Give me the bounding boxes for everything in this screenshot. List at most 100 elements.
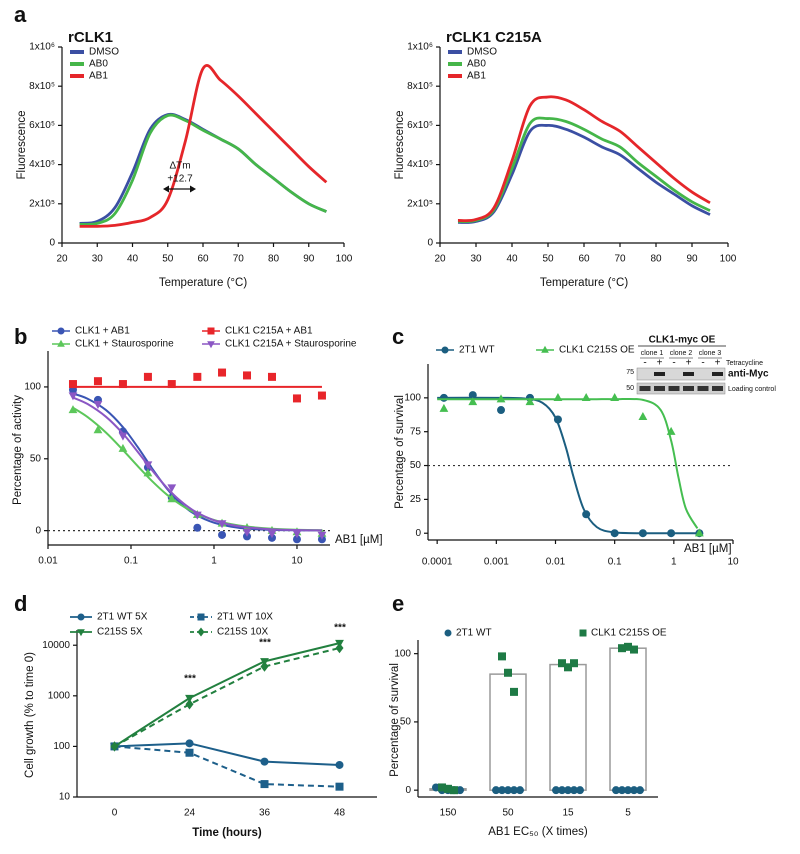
x-tick-label: 15 [562, 808, 574, 819]
data-point [570, 659, 578, 668]
data-point [167, 494, 177, 503]
data-point [143, 372, 152, 381]
blot-row-label: Loading control [728, 386, 776, 393]
y-tick-label: 100 [394, 648, 411, 659]
data-point [438, 783, 446, 792]
data-point [317, 391, 326, 400]
data-point [510, 786, 518, 795]
legend-label: DMSO [467, 47, 497, 58]
data-point [468, 391, 477, 400]
data-point [624, 642, 632, 651]
y-tick-label: 1x10⁶ [407, 42, 433, 53]
data-point [666, 426, 676, 435]
blot-row-label: anti-Myc [728, 369, 769, 380]
legend-label: 2T1 WT [459, 345, 495, 356]
arrow-head [190, 185, 196, 193]
x-tick-label: 1 [671, 557, 677, 568]
data-point [68, 392, 78, 401]
series-line [457, 95, 711, 223]
data-point [217, 520, 227, 529]
panel-label: d [14, 591, 27, 616]
mw-marker: 75 [626, 369, 634, 376]
series-line [79, 64, 328, 228]
legend-marker [57, 339, 65, 347]
x-tick-label: 0.01 [38, 556, 58, 567]
data-point [496, 394, 506, 403]
legend-marker [541, 345, 549, 353]
blot-band [697, 386, 709, 391]
legend-label: C215S 5X [97, 627, 143, 638]
chart-title: rCLK1 [68, 29, 113, 46]
treatment-sign: + [686, 358, 692, 369]
series-line [79, 113, 327, 226]
data-point [335, 760, 344, 769]
y-tick-label: 6x10⁵ [29, 120, 55, 131]
data-point [450, 786, 458, 795]
y-tick-label: 50 [30, 453, 42, 464]
annotation: +12.7 [167, 174, 193, 185]
y-tick-label: 0 [405, 785, 411, 796]
data-point [260, 661, 269, 672]
data-point [570, 786, 578, 795]
data-point [118, 432, 128, 441]
data-point [242, 528, 252, 537]
legend-label: CLK1 C215A + AB1 [225, 326, 313, 337]
treatment-label: Tetracycline [726, 360, 763, 367]
data-point [667, 529, 676, 538]
y-tick-label: 0 [427, 238, 433, 249]
y-tick-label: 75 [410, 426, 422, 437]
x-axis-label: Time (hours) [192, 827, 262, 839]
blot-band [712, 372, 723, 376]
data-point [558, 659, 566, 668]
legend-label: AB0 [89, 59, 108, 70]
data-point [185, 748, 194, 757]
data-point [335, 642, 344, 654]
y-tick-label: 100 [24, 382, 41, 393]
y-tick-label: 100 [53, 741, 70, 752]
y-axis-label: Percentage of activity [12, 395, 24, 505]
x-tick-label: 80 [268, 254, 280, 265]
y-tick-label: 8x10⁵ [407, 81, 433, 92]
data-point [581, 393, 591, 402]
x-tick-label: 70 [233, 254, 245, 265]
x-tick-label: 40 [506, 254, 518, 265]
x-tick-label: 100 [720, 254, 737, 265]
data-point [292, 535, 301, 544]
y-axis-label: Percentage of survival [389, 663, 401, 777]
blot-strip [636, 382, 726, 395]
data-point [439, 403, 449, 412]
legend-marker [207, 341, 215, 349]
series-line [114, 647, 340, 748]
data-point [110, 741, 119, 752]
data-point [564, 663, 572, 672]
data-point [167, 380, 176, 389]
panel-label: a [14, 2, 27, 27]
data-point [504, 786, 512, 795]
annotation: *** [184, 674, 196, 685]
x-tick-label: 48 [334, 808, 346, 819]
x-tick-label: 36 [259, 808, 271, 819]
data-point [143, 468, 153, 477]
legend-label: C215S 10X [217, 627, 268, 638]
y-tick-label: 10000 [42, 640, 70, 651]
data-point [630, 786, 638, 795]
data-point [498, 652, 506, 661]
y-tick-label: 6x10⁵ [407, 120, 433, 131]
data-point [610, 393, 620, 402]
treatment-sign: + [715, 358, 721, 369]
legend-label: 2T1 WT 5X [97, 612, 148, 623]
y-axis-label: Cell growth (% to time 0) [24, 652, 36, 778]
data-point [267, 372, 276, 381]
y-tick-label: 4x10⁵ [407, 159, 433, 170]
legend-label: CLK1 C215A + Staurosporine [225, 339, 357, 350]
y-tick-label: 0 [415, 528, 421, 539]
fit-curve [72, 392, 322, 532]
arrow-head [163, 185, 169, 193]
data-point [192, 511, 202, 520]
treatment-sign: - [643, 358, 646, 369]
y-tick-label: 0 [35, 525, 41, 536]
legend-label: CLK1 + Staurosporine [75, 339, 174, 350]
data-point [553, 415, 562, 424]
data-point [335, 782, 344, 791]
